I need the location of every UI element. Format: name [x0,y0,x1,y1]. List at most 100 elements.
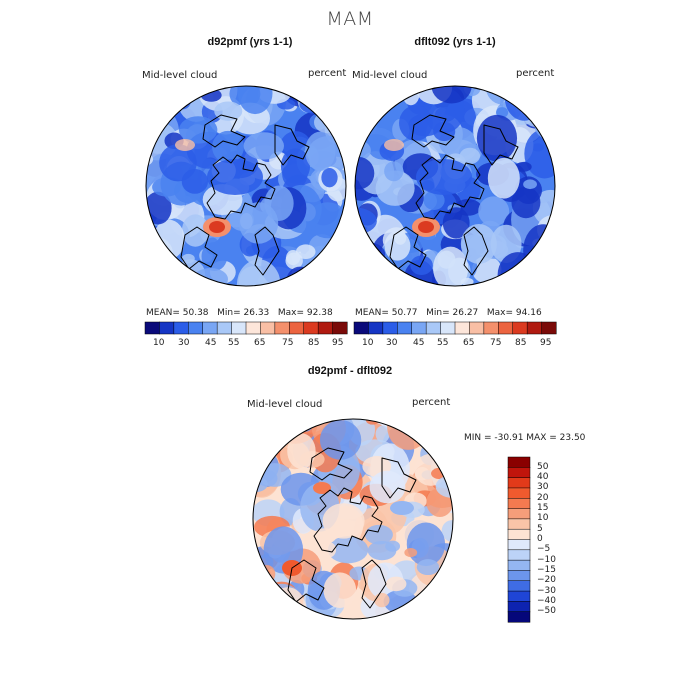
coastline [206,154,276,220]
field-blob [524,129,555,179]
field-blob [367,86,400,124]
colorbar-swatch [332,321,348,335]
field-blob [531,86,555,122]
field-blob [355,225,366,247]
panel1-mean-label: MEAN= [146,308,180,318]
panel3-colorbar [507,456,531,623]
field-blob [258,598,295,619]
colorbar-swatch [454,321,470,335]
field-blob [416,559,440,576]
field-blob [266,419,300,436]
coastline [411,114,455,148]
field-blob [515,161,532,172]
colorbar-swatch [507,539,531,551]
field-blob [415,595,439,618]
panel3-stats: MIN = -30.91 MAX = 23.50 [464,433,586,443]
panel1-tick: 65 [254,338,266,348]
field-blob [209,221,225,233]
field-blob [385,576,407,592]
field-blob [314,111,340,134]
field-blob [205,237,220,255]
field-blob [520,89,551,128]
colorbar-swatch [507,580,531,592]
field-blob [323,572,357,608]
colorbar-swatch [274,321,290,335]
panel3-tick: 10 [537,513,549,523]
panel2-units: percent [516,68,555,79]
field-blob [238,202,279,244]
panel2-mean-label: MEAN= [355,308,389,318]
colorbar-swatch [188,321,204,335]
field-blob [327,536,369,564]
field-blob [384,139,404,151]
panel3-tick: −40 [537,596,556,606]
field-blob [305,131,336,171]
coastline [361,559,387,609]
field-blob [478,196,510,227]
field-blob [487,157,520,199]
colorbar-swatch [245,321,261,335]
field-blob [355,108,373,129]
colorbar-swatch [303,321,319,335]
panel3-units: percent [412,397,451,408]
colorbar-swatch [507,590,531,602]
panel1-tick: 75 [282,338,294,348]
panel1-variable: Mid-level cloud [142,70,218,81]
colorbar-swatch [507,498,531,510]
field-blob [433,419,453,441]
field-blob [442,207,470,239]
field-blob [237,86,273,115]
field-blob [399,105,433,141]
panel2-map [354,85,556,287]
panel1-max: 92.38 [306,308,333,318]
map-border [252,418,454,620]
field-blob [431,86,472,104]
field-blob [485,86,518,105]
panel3-map [252,418,454,620]
colorbar-swatch [507,570,531,582]
colorbar-swatch [173,321,189,335]
field-blob [523,179,537,190]
panel2-tick: 10 [362,338,374,348]
field-blob [527,100,542,119]
field-blob [313,482,331,494]
panel2-tick: 45 [413,338,425,348]
field-blob [534,112,555,141]
field-blob [322,503,365,539]
panel1-min: 26.33 [243,308,270,318]
field-blob [369,470,406,504]
panel3-tick: 15 [537,503,549,513]
colorbar-swatch [507,611,531,623]
field-blob [460,224,497,264]
field-blob [433,121,456,142]
colorbar-swatch [526,321,543,335]
colorbar-swatch [317,321,334,335]
panel1-max-label: Max= [277,308,305,318]
colorbar-swatch [507,528,531,541]
field-blob [384,231,411,261]
field-blob [285,252,303,270]
field-blob [297,419,314,432]
colorbar-swatch [507,477,531,489]
panel1-tick: 95 [332,338,344,348]
field-blob [323,246,346,279]
field-blob [321,167,338,188]
panel3-tick: 40 [537,472,549,482]
panel1-units: percent [308,68,347,79]
field-blob [159,144,197,182]
field-blob [181,214,209,247]
colorbar-swatch [507,456,531,468]
field-blob [212,130,244,164]
field-blob [355,157,375,190]
panel2-title: dflt092 (yrs 1-1) [414,36,496,48]
field-blob [384,161,404,182]
panel3-tick: 30 [537,482,549,492]
panel2-tick: 55 [437,338,449,348]
colorbar-swatch [507,559,531,571]
field-blob [319,420,362,460]
colorbar-swatch [507,601,531,613]
field-blob [497,252,539,286]
panel2-tick: 95 [540,338,552,348]
field-blob [404,548,418,558]
field-blob [253,425,270,442]
